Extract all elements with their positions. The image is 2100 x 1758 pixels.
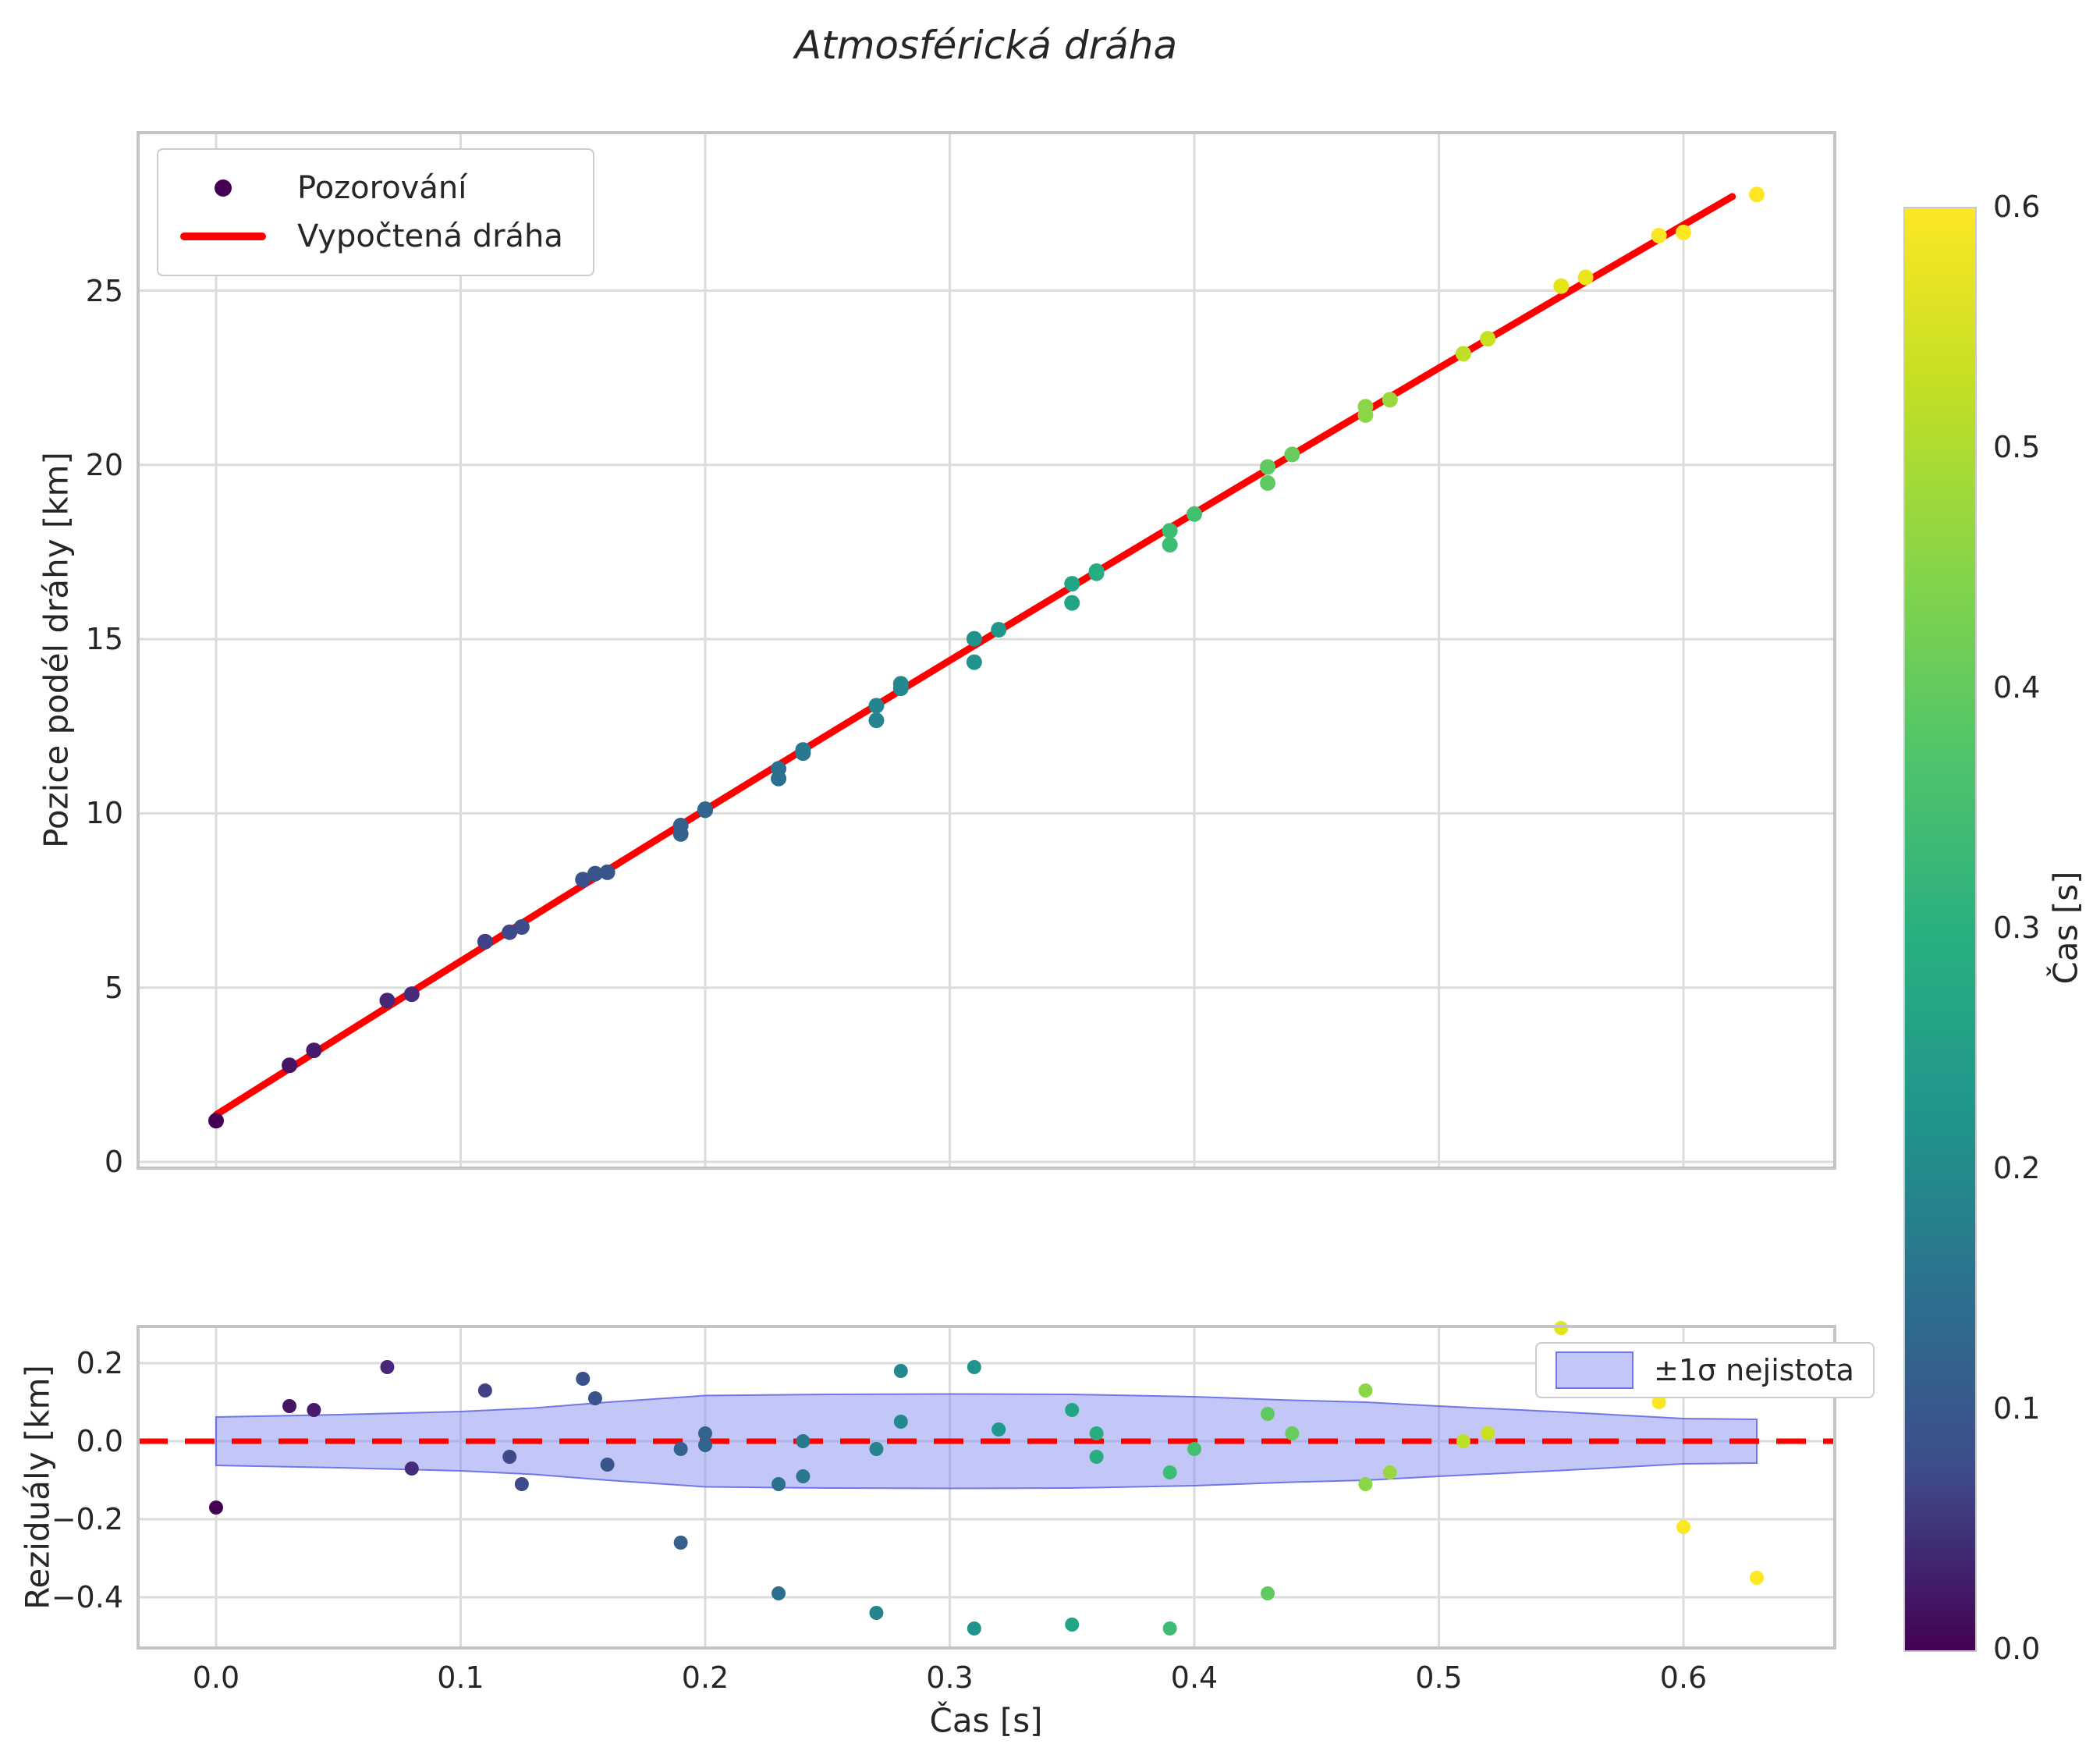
residual-legend: ±1σ nejistota bbox=[1535, 1342, 1875, 1398]
colorbar-tick: 0.6 bbox=[1993, 190, 2041, 224]
x-axis-label: Čas [s] bbox=[929, 1701, 1043, 1740]
legend-item-label: ±1σ nejistota bbox=[1654, 1353, 1854, 1387]
main-y-tick: 10 bbox=[85, 796, 123, 831]
colorbar-label: Čas [s] bbox=[2046, 871, 2085, 985]
legend-item-label: Pozorování bbox=[297, 170, 467, 206]
observations-dot-icon bbox=[180, 179, 266, 197]
x-tick: 0.4 bbox=[1170, 1660, 1218, 1695]
main-y-tick: 0 bbox=[104, 1145, 123, 1179]
main-y-tick: 20 bbox=[85, 447, 123, 482]
legend-item-fit: Vypočtená dráha bbox=[180, 212, 563, 261]
colorbar-tick: 0.3 bbox=[1993, 911, 2041, 945]
residual-y-axis-label: Reziduály [km] bbox=[18, 1365, 57, 1610]
colorbar-tick: 0.4 bbox=[1993, 670, 2041, 705]
colorbar-tick: 0.0 bbox=[1993, 1632, 2041, 1666]
legend-item-observations: Pozorování bbox=[180, 164, 563, 212]
x-tick: 0.2 bbox=[681, 1660, 729, 1695]
main-y-axis-label: Pozice podél dráhy [km] bbox=[37, 452, 76, 848]
main-legend: Pozorování Vypočtená dráha bbox=[157, 148, 594, 276]
x-tick: 0.6 bbox=[1659, 1660, 1708, 1695]
x-tick: 0.0 bbox=[192, 1660, 240, 1695]
residual-y-tick: 0.2 bbox=[76, 1346, 123, 1380]
band-swatch-icon bbox=[1555, 1351, 1634, 1389]
colorbar bbox=[1903, 207, 1977, 1652]
residual-y-tick: 0.0 bbox=[76, 1424, 123, 1458]
main-y-tick: 5 bbox=[104, 970, 123, 1005]
main-y-tick: 25 bbox=[85, 273, 123, 308]
chart-title: Atmosférická dráha bbox=[794, 23, 1178, 68]
colorbar-tick: 0.5 bbox=[1993, 430, 2041, 464]
legend-item-label: Vypočtená dráha bbox=[297, 218, 563, 254]
x-tick: 0.1 bbox=[437, 1660, 484, 1695]
x-tick: 0.3 bbox=[926, 1660, 974, 1695]
residual-y-tick: −0.2 bbox=[51, 1502, 123, 1536]
fit-line-icon bbox=[180, 233, 266, 240]
residual-y-tick: −0.4 bbox=[51, 1580, 123, 1614]
main-y-tick: 15 bbox=[85, 622, 123, 657]
colorbar-tick: 0.1 bbox=[1993, 1391, 2041, 1426]
x-tick: 0.5 bbox=[1415, 1660, 1463, 1695]
colorbar-tick: 0.2 bbox=[1993, 1151, 2041, 1185]
